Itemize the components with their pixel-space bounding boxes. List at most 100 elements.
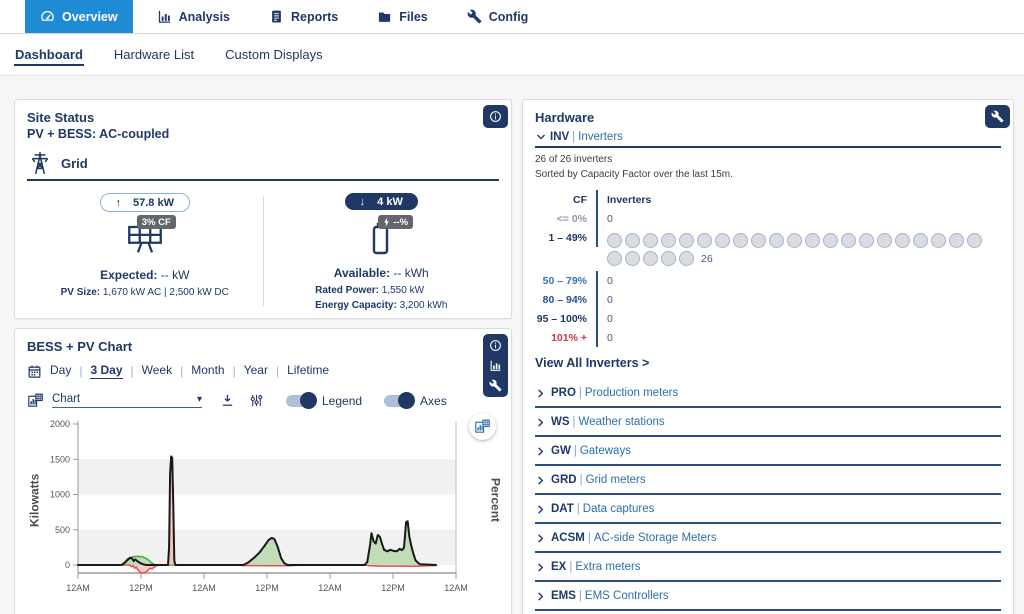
download-icon[interactable] (220, 393, 235, 408)
pv-expected-label: Expected: (100, 268, 158, 282)
svg-text:12PM: 12PM (381, 583, 405, 593)
inverter-dot[interactable] (787, 233, 802, 248)
hardware-section-acsm[interactable]: ACSM | AC-side Storage Meters (535, 524, 1001, 553)
timeframe-3-day[interactable]: 3 Day (90, 363, 123, 379)
inverters-section-header[interactable]: INV | Inverters (535, 131, 1001, 143)
nav-tab-files[interactable]: Files (362, 0, 443, 33)
inverter-dot[interactable] (841, 233, 856, 248)
pv-size-label: PV Size: (60, 287, 101, 298)
hardware-section-code: EMS (551, 590, 576, 602)
hardware-config-button[interactable] (985, 105, 1010, 128)
hardware-title: Hardware (535, 110, 595, 125)
wrench-icon (991, 110, 1004, 123)
legend-toggle[interactable] (286, 391, 317, 409)
inverter-dot[interactable] (733, 233, 748, 248)
bess-capacity-value: 3,200 kWh (396, 300, 448, 311)
inverters-section-code: INV (550, 131, 570, 143)
subnav-item-custom-displays[interactable]: Custom Displays (225, 46, 323, 62)
chart-controls-row: Chart ▾ Legend Axes (27, 391, 499, 409)
cf-inverters-cell: 0 (598, 271, 1001, 290)
inverter-dot[interactable] (679, 251, 694, 266)
inverter-dot[interactable] (607, 233, 622, 248)
cf-row-1-49-: 1 – 49% 26 (535, 228, 1001, 271)
inverter-dot[interactable] (877, 233, 892, 248)
bolt-icon (383, 217, 390, 227)
cf-range-label: 80 – 94% (535, 290, 598, 309)
inverter-dot[interactable] (679, 233, 694, 248)
timeframe-month[interactable]: Month (191, 363, 225, 377)
hardware-section-label: Production meters (584, 387, 679, 399)
grid-divider (27, 179, 499, 181)
inverter-dot[interactable] (625, 251, 640, 266)
y-axis-label-left: Kilowatts (27, 473, 42, 527)
nav-tab-label: Files (399, 9, 428, 24)
subnav-item-dashboard[interactable]: Dashboard (14, 44, 84, 66)
timeframe-week[interactable]: Week (141, 363, 173, 377)
site-status-info-button[interactable] (483, 105, 508, 128)
svg-text:12PM: 12PM (255, 583, 279, 593)
inverter-dot[interactable] (661, 251, 676, 266)
inverter-dot[interactable] (859, 233, 874, 248)
bess-flow-pill: ↓ 4 kW (344, 193, 418, 210)
nav-tab-analysis[interactable]: Analysis (142, 0, 245, 33)
inverter-dot[interactable] (967, 233, 982, 248)
inverter-dot[interactable] (805, 233, 820, 248)
wrench-icon[interactable] (489, 379, 502, 392)
axes-toggle[interactable] (384, 391, 416, 409)
inverter-dot[interactable] (913, 233, 928, 248)
hardware-section-pro[interactable]: PRO | Production meters (535, 379, 1001, 408)
cf-inverters-cell: 0 (598, 328, 1001, 347)
subnav-item-hardware-list[interactable]: Hardware List (113, 46, 195, 62)
inverter-dot[interactable] (643, 251, 658, 266)
hardware-section-ex[interactable]: EX | Extra meters (535, 553, 1001, 582)
pipe-separator: | (572, 416, 576, 428)
hardware-section-ws[interactable]: WS | Weather stations (535, 408, 1001, 437)
nav-tab-config[interactable]: Config (452, 0, 544, 33)
inverter-dot[interactable] (607, 251, 622, 266)
timeframe-separator: | (232, 364, 236, 378)
inverter-dot[interactable] (769, 233, 784, 248)
inverter-dot[interactable] (751, 233, 766, 248)
cf-range-label: 1 – 49% (535, 228, 598, 247)
cf-count: 0 (607, 331, 613, 344)
sliders-icon[interactable] (249, 393, 264, 408)
hardware-section-code: DAT (551, 503, 574, 515)
bess-available: Available: -- kWh (334, 266, 429, 280)
inverter-dot[interactable] (949, 233, 964, 248)
inverter-dot[interactable] (895, 233, 910, 248)
hardware-section-ems[interactable]: EMS | EMS Controllers (535, 582, 1001, 611)
svg-text:12AM: 12AM (444, 583, 468, 593)
nav-tab-reports[interactable]: Reports (254, 0, 353, 33)
chart-view-select[interactable]: Chart ▾ (52, 393, 202, 408)
nav-tab-overview[interactable]: Overview (25, 0, 133, 33)
timeframe-day[interactable]: Day (50, 363, 72, 377)
inverter-dot[interactable] (823, 233, 838, 248)
chevron-right-icon (535, 446, 546, 457)
cf-inverters-cell: 26 (598, 228, 1001, 271)
timeframe-separator: | (79, 364, 83, 378)
hardware-section-grd[interactable]: GRD | Grid meters (535, 466, 1001, 495)
inverter-dot[interactable] (625, 233, 640, 248)
timeframe-year[interactable]: Year (243, 363, 268, 377)
timeframe-lifetime[interactable]: Lifetime (287, 363, 330, 377)
inverter-dot[interactable] (643, 233, 658, 248)
cf-table-header: CF Inverters (535, 190, 1001, 209)
view-all-inverters-link[interactable]: View All Inverters > (535, 356, 650, 370)
bar-chart-icon[interactable] (489, 359, 502, 372)
inverter-dot[interactable] (661, 233, 676, 248)
cf-count: 26 (701, 252, 713, 265)
info-icon[interactable] (489, 339, 502, 352)
up-arrow-icon: ↑ (115, 196, 122, 209)
down-arrow-icon: ↓ (359, 195, 366, 208)
inverter-dot[interactable] (931, 233, 946, 248)
site-status-title: Site Status (27, 110, 95, 125)
chart-table-toggle-button[interactable] (469, 413, 496, 440)
inverter-dot[interactable] (697, 233, 712, 248)
cf-row--0-: <= 0% 0 (535, 209, 1001, 228)
hardware-section-gw[interactable]: GW | Gateways (535, 437, 1001, 466)
inverter-dot[interactable] (715, 233, 730, 248)
hardware-section-dat[interactable]: DAT | Data captures (535, 495, 1001, 524)
hardware-section-code: GRD (551, 474, 577, 486)
chart-view-select-value: Chart (52, 393, 81, 405)
